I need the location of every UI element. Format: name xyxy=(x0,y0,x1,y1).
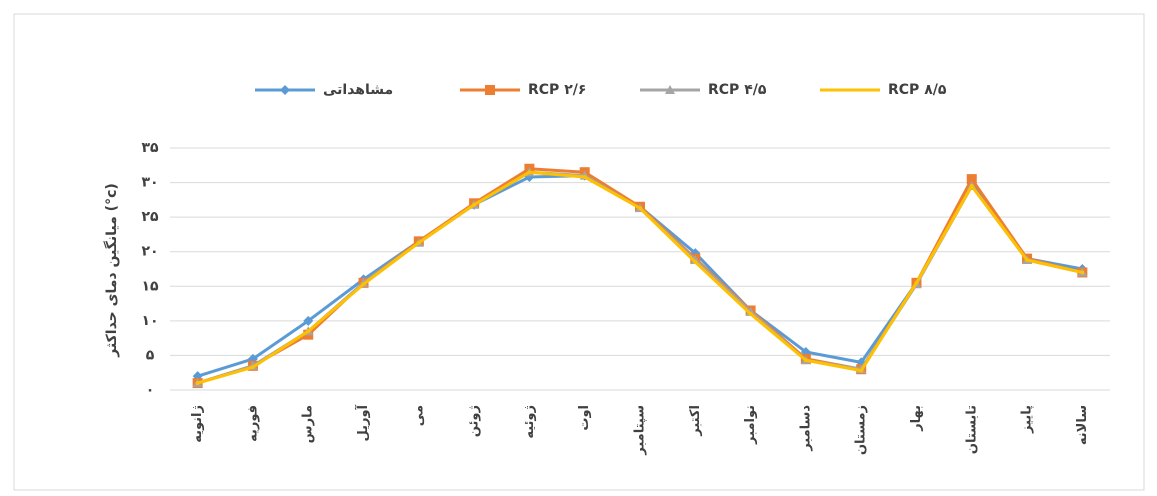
y-tick-label: ۵ xyxy=(146,347,155,363)
point-marker xyxy=(748,311,753,316)
point-marker xyxy=(1080,270,1085,275)
y-tick-label: ۰ xyxy=(146,382,155,398)
legend-marker xyxy=(485,85,495,95)
x-tick-label: ژوئیه xyxy=(522,405,537,439)
x-tick-label: ژوئن xyxy=(467,405,482,437)
x-tick-label: می xyxy=(411,405,426,426)
point-marker xyxy=(969,184,974,189)
legend-marker xyxy=(280,85,290,95)
x-tick-label: سالانه xyxy=(1075,405,1090,445)
point-marker xyxy=(195,381,200,386)
point-marker xyxy=(582,175,587,180)
legend-label: RCP ۲/۶ xyxy=(528,82,586,98)
x-tick-label: مارس xyxy=(301,405,316,443)
legend-label: RCP ۴/۵ xyxy=(708,82,767,98)
x-tick-label: فوریه xyxy=(245,405,260,442)
point-marker xyxy=(966,174,977,185)
point-marker xyxy=(306,329,311,334)
point-marker xyxy=(690,255,701,265)
y-tick-label: ۳۵ xyxy=(141,140,159,156)
point-marker xyxy=(803,358,808,363)
point-marker xyxy=(303,315,314,326)
x-tick-label: ژانویه xyxy=(190,405,205,443)
point-marker xyxy=(472,202,477,207)
point-marker xyxy=(859,368,864,373)
x-tick-label: اکتبر xyxy=(688,405,703,437)
point-marker xyxy=(250,365,255,370)
point-marker xyxy=(527,170,532,175)
legend-label: مشاهداتی xyxy=(323,82,393,98)
point-marker xyxy=(1025,258,1030,263)
x-tick-label: نوامبر xyxy=(743,405,758,445)
legend-marker xyxy=(665,85,675,94)
point-marker xyxy=(416,240,421,245)
legend-label: RCP ۸/۵ xyxy=(888,82,947,98)
point-marker xyxy=(914,280,919,285)
point-marker xyxy=(361,282,366,287)
x-tick-label: زمستان xyxy=(854,405,869,455)
x-tick-label: بهار xyxy=(909,405,924,432)
x-tick-label: دسامبر xyxy=(798,405,813,452)
y-tick-label: ۲۰ xyxy=(141,244,158,260)
y-axis-label: میانگین دمای حداکثر (°c) xyxy=(103,183,120,358)
x-tick-label: آوریل xyxy=(354,404,371,441)
point-marker xyxy=(693,260,698,265)
y-tick-label: ۱۰ xyxy=(141,313,158,329)
x-tick-label: تابستان xyxy=(964,405,979,454)
y-tick-label: ۳۰ xyxy=(141,175,158,191)
x-tick-label: اوت xyxy=(577,405,592,431)
x-tick-label: پاییز xyxy=(1020,405,1035,434)
x-tick-label: سپتامبر xyxy=(633,405,648,456)
y-tick-label: ۲۵ xyxy=(141,209,159,225)
point-marker xyxy=(638,206,642,211)
y-tick-label: ۱۵ xyxy=(141,278,159,294)
